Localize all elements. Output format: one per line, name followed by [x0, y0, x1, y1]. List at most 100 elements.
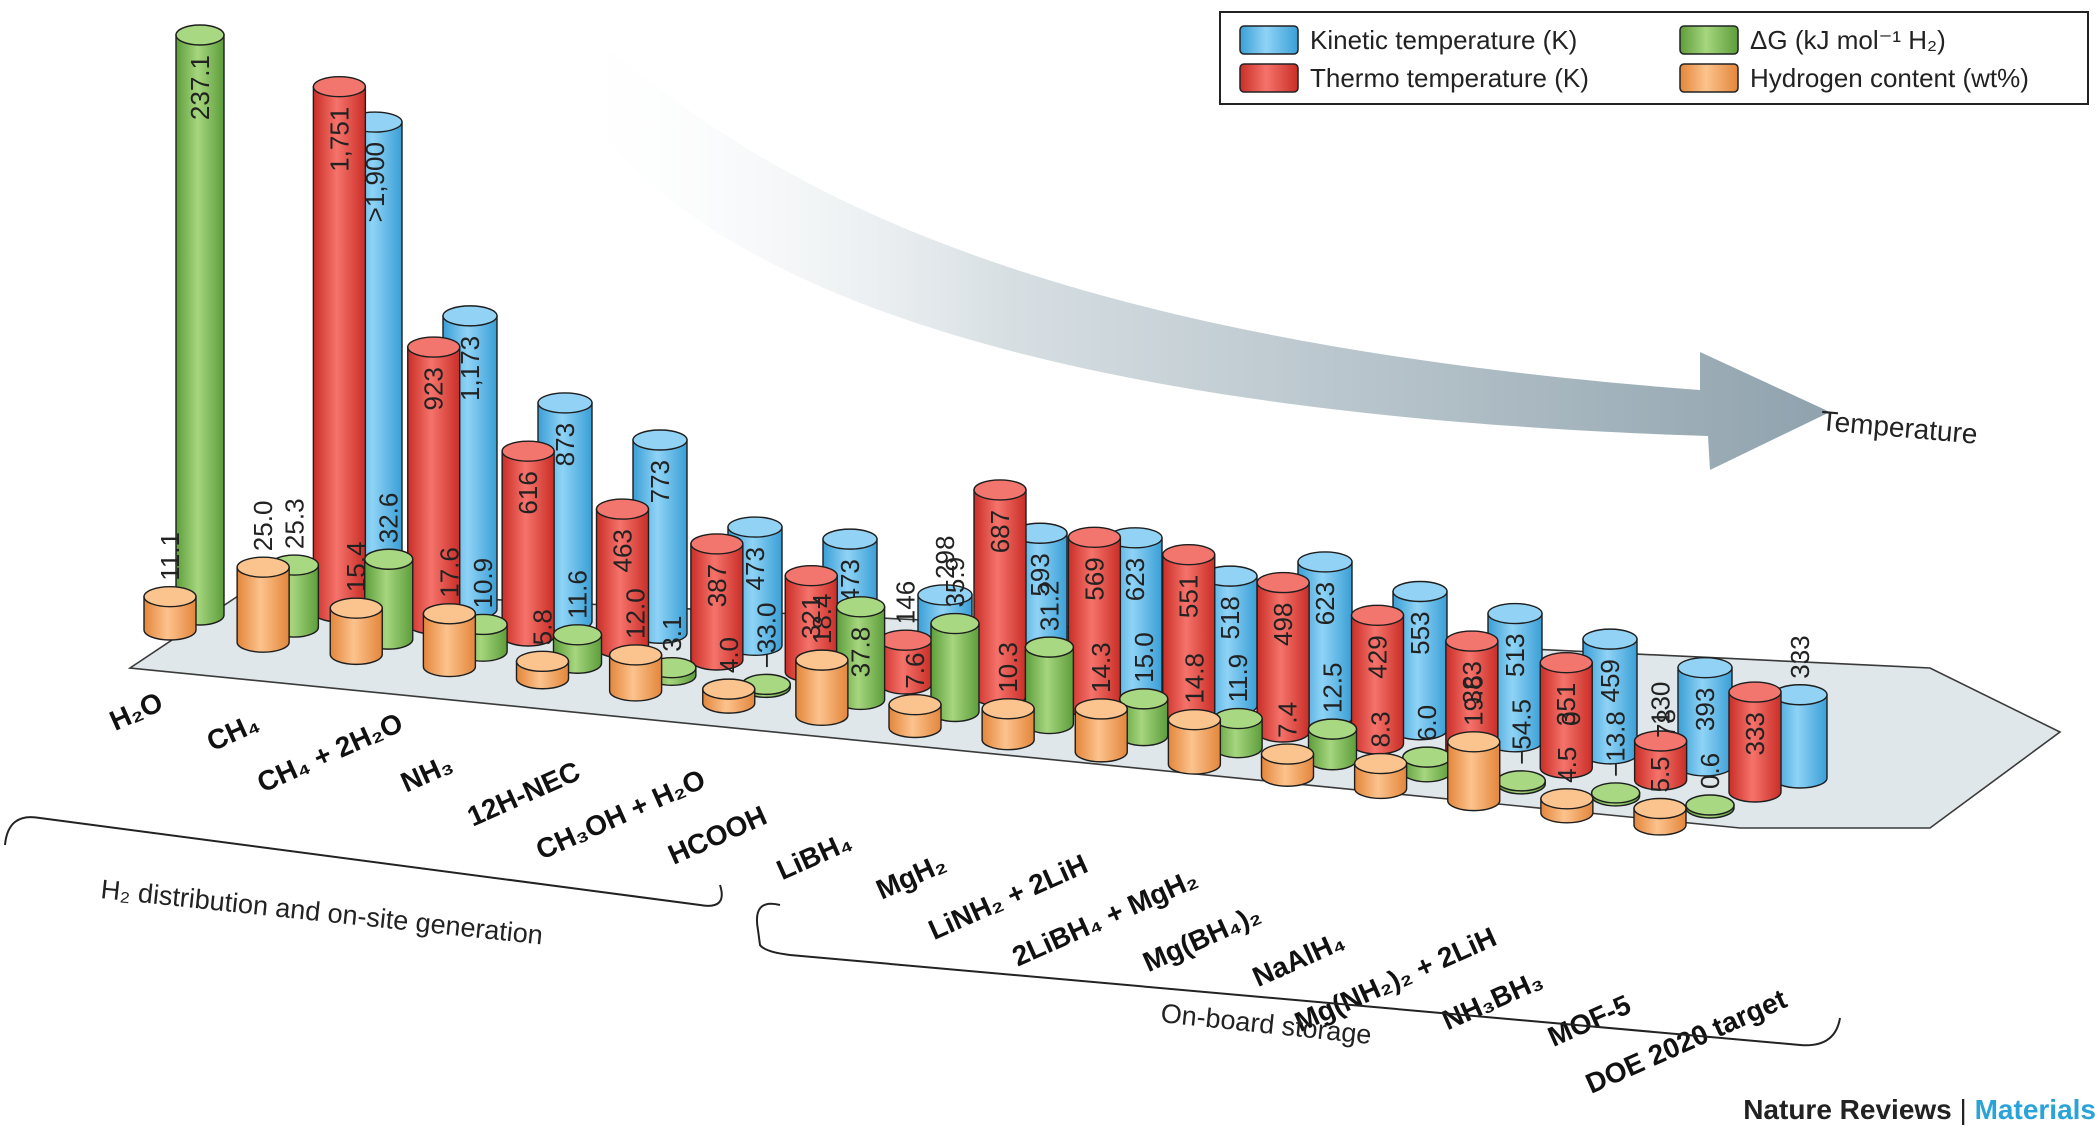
bar-top [878, 629, 933, 651]
bar-body [795, 659, 849, 727]
bar-top [981, 698, 1035, 720]
bar-top [1067, 526, 1122, 548]
value-label-kinetic-hcooh: 473 [835, 559, 865, 602]
value-label-dg-mgh: 35.9 [940, 557, 970, 608]
bar-top [422, 603, 477, 625]
value-label-dg-nh-bh: −54.5 [1506, 699, 1536, 765]
journal-name: Nature Reviews [1743, 1094, 1952, 1125]
legend-swatch-thermo [1239, 63, 1299, 93]
bar-h2-mgh: 7.6 [888, 653, 942, 739]
value-label-h2-ch-2h-o: 15.4 [341, 542, 371, 593]
value-label-kinetic-mgh: 593 [1025, 553, 1055, 596]
bar-top [1539, 652, 1593, 674]
bar-top [595, 498, 650, 520]
bar-top [1685, 794, 1735, 816]
bar-body [1167, 718, 1222, 775]
journal-credit: Nature Reviews | Materials [1743, 1094, 2096, 1126]
value-label-dg-mg-nh-2lih: 6.0 [1412, 705, 1442, 741]
category-label-naalh: NaAlH₄ [1248, 925, 1350, 993]
value-label-h2-mgh: 7.6 [900, 653, 930, 689]
category-label-mgh: MgH₂ [871, 847, 950, 905]
bar-top [1162, 544, 1216, 566]
value-label-dg-ch: 25.3 [279, 498, 309, 549]
bar-h2-ch: 25.0 [236, 501, 290, 653]
bar-top [608, 644, 663, 666]
bar-top [515, 650, 570, 673]
bar-body [608, 654, 663, 702]
bar-top [1677, 656, 1733, 679]
value-label-kinetic-2libh-mgh: 518 [1215, 596, 1245, 639]
bars-layer: 333 393 459 513 553 623 518 623 593 298 473 473 773 8… [143, 24, 1828, 836]
value-label-thermo-mg-nh-2lih: 383 [1457, 661, 1487, 704]
bar-top [143, 586, 197, 608]
bar-h2-libh: 18.4 [795, 594, 849, 727]
bar-top [690, 533, 744, 555]
bar-top [835, 596, 886, 618]
value-label-h2-doe-2020-target: 5.5 [1645, 756, 1675, 792]
bar-top [1256, 571, 1310, 594]
bar-top [1119, 688, 1169, 710]
value-label-h2-2libh-mgh: 14.3 [1086, 642, 1116, 693]
bar-thermo-ch: 1,751 [312, 75, 367, 623]
value-label-dg-ch-oh-h-o: 3.1 [657, 616, 687, 652]
value-label-h2-hcooh: 4.0 [714, 637, 744, 673]
bar-body [1074, 708, 1128, 763]
bar-body [329, 607, 383, 666]
bar-h2-12h-nec: 5.8 [515, 609, 570, 690]
bar-dg-naalh: 12.5 [1307, 663, 1358, 771]
bar-top [1297, 551, 1353, 573]
category-label-h-o: H₂O [105, 686, 167, 736]
bar-top [1402, 746, 1452, 768]
bar-top [1213, 707, 1263, 730]
category-label-ch-2h-o: CH₄ + 2H₂O [252, 707, 407, 799]
bar-top [973, 479, 1027, 501]
arrow-label: Temperature [1819, 405, 1978, 450]
bar-h2-mg-nh-2lih: 8.3 [1353, 711, 1408, 800]
bar-body [1539, 662, 1593, 779]
bar-top [312, 75, 367, 98]
value-label-kinetic-doe-2020-target: 333 [1785, 635, 1815, 678]
value-label-kinetic-nh-bh: 459 [1595, 659, 1625, 702]
value-label-h2-naalh: 7.4 [1273, 702, 1303, 738]
bar-dg-mg-nh-2lih: 6.0 [1402, 705, 1452, 783]
bar-top [552, 624, 603, 646]
value-label-dg-ch-2h-o: 32.6 [374, 493, 404, 544]
bar-top [1024, 636, 1075, 658]
bar-h2-doe-2020-target: 5.5 [1633, 756, 1687, 836]
bar-top [702, 678, 756, 700]
value-label-h2-mg-nh-2lih: 8.3 [1366, 711, 1396, 747]
bar-top [1540, 788, 1594, 810]
value-label-kinetic-12h-nec: 773 [645, 460, 675, 503]
value-label-kinetic-mg-bh: 623 [1310, 582, 1340, 625]
bar-thermo-naalh: 429 [1350, 604, 1405, 755]
value-label-kinetic-nh: 873 [550, 423, 580, 466]
bar-kinetic-mg-nh-2lih: 513 [1487, 602, 1543, 753]
bar-body [1633, 740, 1688, 791]
bar-body [1728, 691, 1782, 803]
bar-top [784, 565, 838, 587]
bar-kinetic-mg-bh: 623 [1297, 551, 1353, 729]
bar-thermo-mof-5: 130 [1633, 682, 1688, 791]
bar-top [537, 392, 593, 414]
bar-h2-mg-bh: 14.8 [1167, 653, 1222, 775]
bar-h2-ch-oh-h-o: 12.0 [608, 588, 663, 702]
value-label-thermo-nh-bh: 351 [1551, 683, 1581, 726]
temperature-arrow [560, 10, 1830, 470]
value-label-kinetic-mg-nh-2lih: 513 [1500, 634, 1530, 677]
value-label-dg-hcooh: −33.0 [751, 603, 781, 669]
value-label-h2-ch: 25.0 [248, 501, 278, 552]
bar-h2-linh-2lih: 10.3 [981, 642, 1035, 751]
bar-h2-nh: 17.6 [422, 547, 477, 678]
extra-label-mof-5: 78 [1651, 709, 1681, 738]
bar-h2-naalh: 7.4 [1260, 702, 1315, 787]
value-label-h2-mg-bh: 14.8 [1179, 653, 1209, 704]
value-label-h2-nh: 17.6 [434, 547, 464, 598]
value-label-dg-naalh: 12.5 [1318, 663, 1348, 714]
bar-h2-mof-5: 4.5 [1540, 747, 1594, 824]
bar-dg-mgh: 35.9 [930, 557, 980, 723]
category-label-ch: CH₄ [202, 707, 264, 757]
value-label-thermo-mg-bh: 498 [1268, 603, 1298, 646]
legend-label-dg: ΔG (kJ mol⁻¹ H₂) [1750, 25, 1946, 55]
value-label-thermo-nh: 616 [513, 471, 543, 514]
value-label-h2-linh-2lih: 10.3 [993, 642, 1023, 693]
